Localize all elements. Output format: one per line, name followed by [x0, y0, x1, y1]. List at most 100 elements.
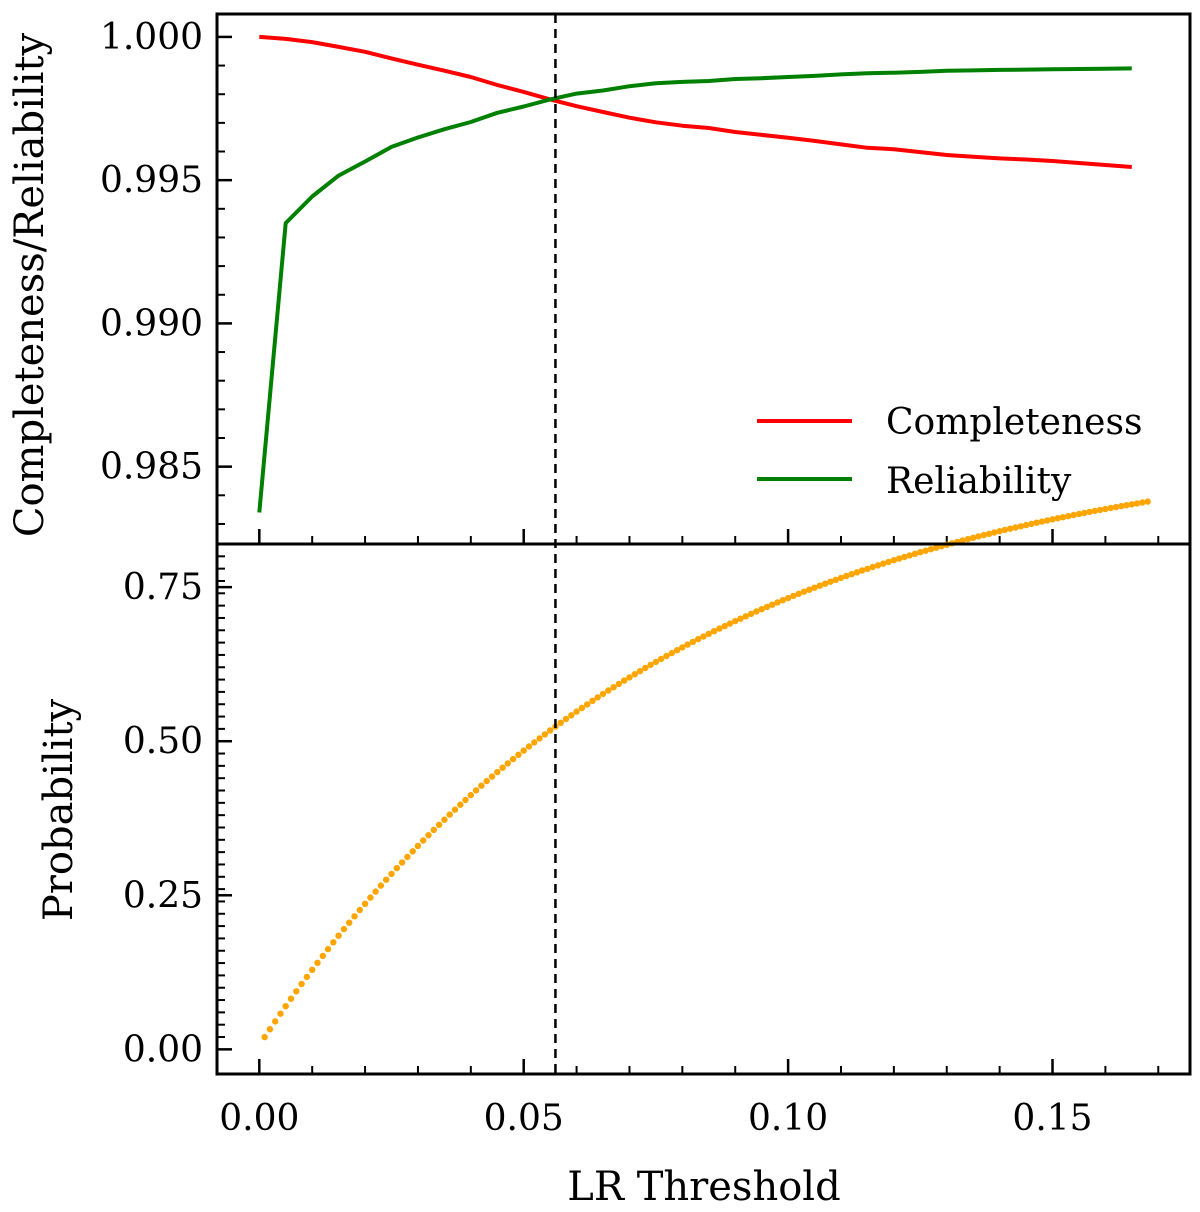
bottom-y-tick-label: 0.25 [123, 875, 203, 916]
probability-point [927, 546, 935, 553]
probability-point [631, 671, 638, 678]
probability-point [377, 882, 385, 889]
probability-point [816, 582, 823, 589]
probability-point [298, 980, 305, 988]
top-y-ticks: 0.985 0.990 0.995 1.000 [100, 17, 232, 525]
probability-point [837, 574, 845, 582]
probability-point [1123, 502, 1130, 509]
probability-point [319, 952, 326, 960]
probability-point [689, 638, 697, 646]
probability-point [1139, 499, 1146, 506]
probability-point [621, 677, 628, 684]
x-axis-title: LR Threshold [567, 1164, 840, 1207]
probability-point [1033, 519, 1040, 526]
probability-point [668, 649, 675, 657]
probability-point [599, 690, 607, 698]
top-y-tick-label: 0.995 [100, 160, 203, 201]
probability-point [541, 731, 549, 738]
probability-point [1144, 498, 1151, 505]
probability-point [293, 988, 300, 995]
probability-point [573, 708, 580, 715]
top-panel: 0.985 0.990 0.995 1.000 Completeness/Reliab… [7, 12, 1192, 546]
probability-point [906, 552, 913, 559]
probability-point [885, 558, 892, 566]
top-x-ticks [258, 529, 1160, 544]
bottom-panel-frame [215, 542, 1192, 1076]
probability-point [314, 959, 321, 966]
probability-point [467, 791, 474, 799]
probability-point [1086, 508, 1093, 516]
probability-point [568, 712, 575, 719]
probability-point [790, 592, 797, 600]
probability-point [636, 667, 644, 675]
probability-point [800, 588, 808, 595]
probability-point [964, 535, 972, 543]
probability-point [420, 837, 427, 844]
probability-point [1128, 501, 1136, 508]
legend-completeness-label: Completeness [886, 402, 1142, 443]
probability-point [985, 530, 993, 537]
probability-point [853, 569, 861, 576]
bottom-series-group [261, 498, 1151, 1041]
probability-point [737, 615, 744, 622]
probability-point [1091, 507, 1099, 515]
probability-point [324, 945, 332, 953]
x-tick-label: 0.10 [748, 1098, 828, 1139]
probability-point [578, 704, 586, 712]
legend: Completeness Reliability [757, 402, 1142, 502]
probability-point [610, 684, 617, 691]
probability-point [494, 768, 501, 776]
probability-point [457, 801, 464, 808]
probability-point [705, 630, 712, 637]
probability-point [605, 687, 612, 694]
probability-point [933, 544, 940, 551]
probability-point [747, 610, 755, 618]
bottom-x-ticks: 0.00 0.05 0.10 0.15 [219, 1059, 1160, 1139]
probability-point [372, 888, 379, 895]
probability-point [435, 821, 443, 828]
probability-point [1070, 511, 1077, 519]
probability-point [589, 697, 596, 704]
probability-point [843, 572, 850, 580]
probability-point [774, 599, 781, 606]
probability-point [1107, 504, 1114, 512]
probability-point [451, 806, 459, 813]
probability-point [509, 755, 517, 763]
probability-point [472, 787, 480, 794]
probability-point [658, 655, 665, 663]
probability-point [975, 533, 982, 540]
probability-point [520, 747, 527, 754]
probability-point [446, 811, 453, 818]
probability-point [266, 1026, 274, 1033]
probability-point [827, 578, 834, 585]
probability-point [1096, 506, 1104, 514]
probability-point [272, 1018, 279, 1025]
probability-point [425, 832, 432, 839]
probability-point [536, 735, 543, 742]
probability-point [1028, 520, 1035, 528]
probability-point [1044, 517, 1051, 524]
probability-point [970, 534, 977, 541]
probability-point [880, 560, 887, 567]
probability-point [282, 1003, 289, 1010]
bottom-y-tick-label: 0.50 [123, 721, 203, 762]
probability-point [917, 549, 924, 556]
probability-point [753, 608, 760, 615]
probability-point [959, 537, 966, 544]
probability-point [594, 694, 601, 701]
probability-point [864, 565, 871, 572]
bottom-y-tick-label: 0.00 [123, 1029, 203, 1070]
bottom-panel: 0.00 0.25 0.50 0.75 0.00 0.05 0.10 0.15 Probab… [36, 498, 1192, 1210]
probability-point [980, 531, 987, 539]
probability-point [1049, 516, 1056, 523]
top-y-tick-label: 1.000 [100, 17, 203, 58]
probability-point [562, 715, 570, 723]
probability-point [1054, 515, 1062, 522]
series-line-completeness [259, 34, 1132, 169]
probability-point [346, 919, 353, 926]
probability-point [848, 571, 855, 578]
probability-point [1081, 509, 1088, 517]
probability-point [673, 647, 681, 654]
